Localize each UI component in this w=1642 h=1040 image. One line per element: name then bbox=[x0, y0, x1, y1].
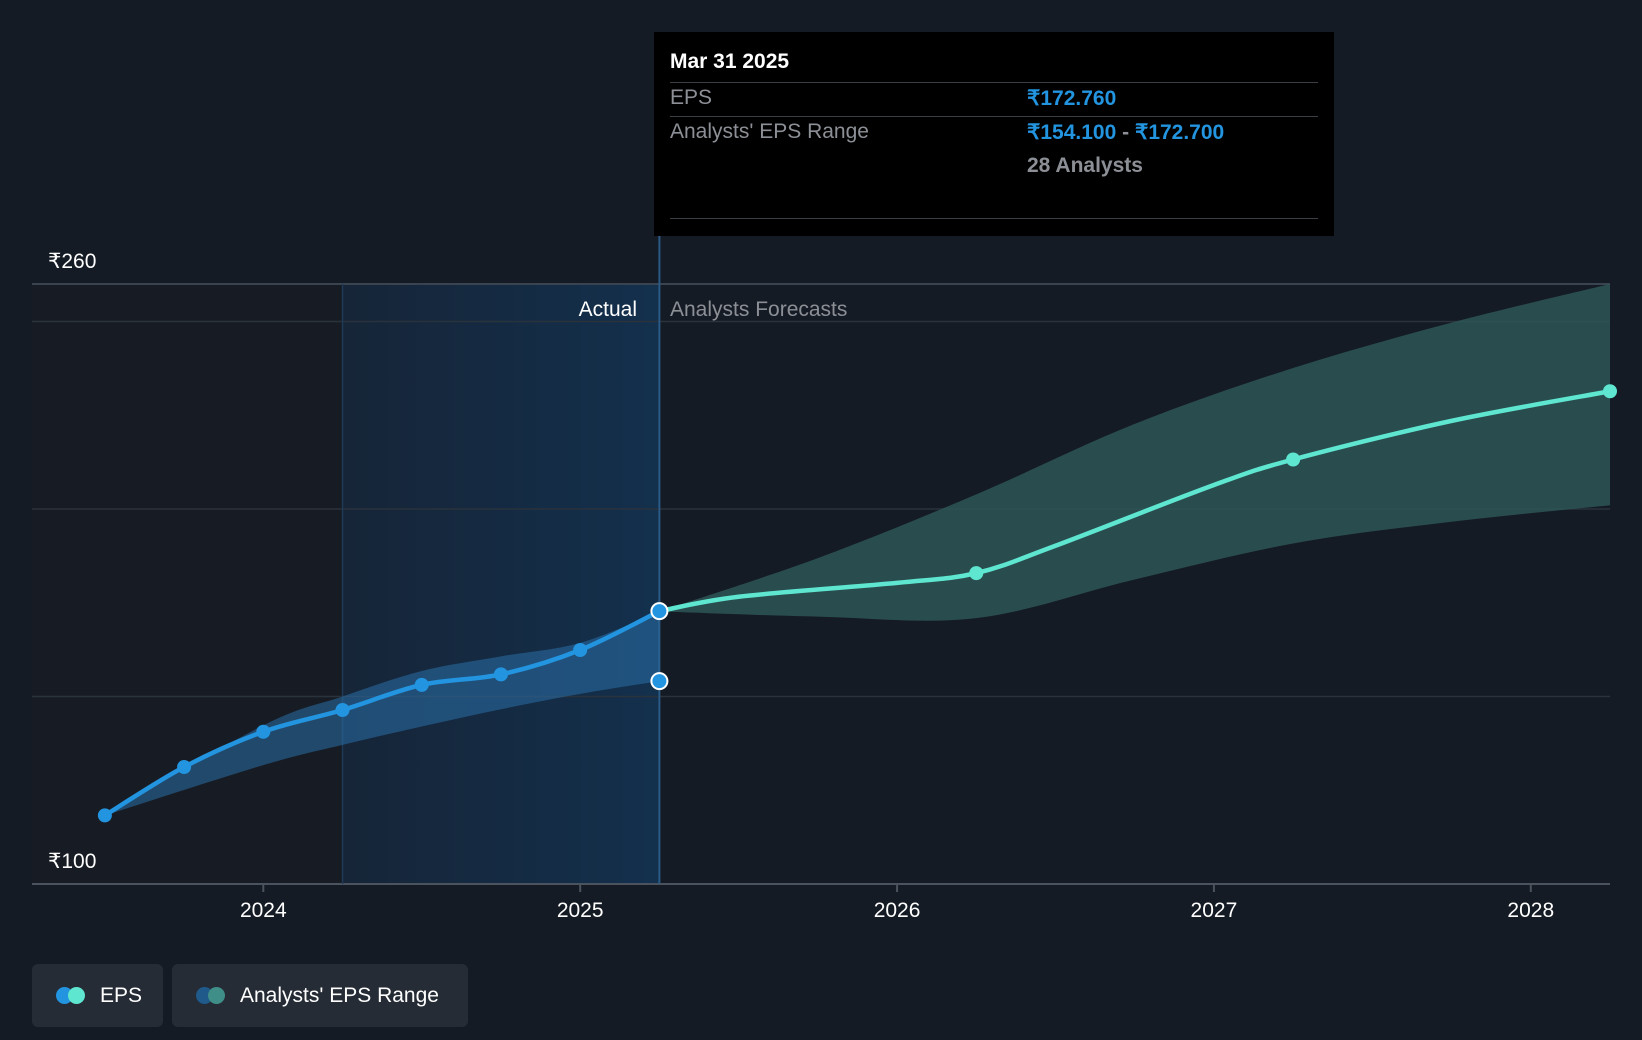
analysts-eps-range-actual bbox=[104, 611, 660, 816]
eps-point bbox=[493, 667, 508, 682]
eps-line-actual bbox=[102, 608, 662, 818]
eps-point bbox=[1603, 384, 1617, 399]
x-tick-label: 2024 bbox=[240, 899, 287, 922]
eps-lines bbox=[102, 389, 1613, 818]
tooltip-eps-row: EPS ₹172.760 bbox=[670, 86, 1318, 110]
x-tick-label: 2025 bbox=[557, 899, 604, 922]
pre-actual-background bbox=[32, 284, 343, 884]
x-tick-label: 2026 bbox=[874, 899, 921, 922]
eps-point bbox=[573, 643, 588, 657]
tooltip-range-low: ₹154.100 bbox=[1027, 121, 1117, 144]
legend-item-analysts-range[interactable]: Analysts' EPS Range bbox=[172, 964, 468, 1027]
eps-point bbox=[969, 566, 984, 581]
highlight-point bbox=[650, 602, 669, 621]
tooltip-separator bbox=[670, 116, 1318, 117]
x-tick-label: 2028 bbox=[1507, 899, 1554, 922]
tooltip-range-separator: - bbox=[1116, 121, 1135, 144]
legend-label-analysts-range: Analysts' EPS Range bbox=[240, 983, 439, 1007]
actual-section-label: Actual bbox=[579, 298, 637, 321]
data-tooltip: Mar 31 2025 EPS ₹172.760 Analysts' EPS R… bbox=[654, 32, 1334, 236]
eps-point bbox=[1286, 452, 1301, 467]
eps-point bbox=[177, 760, 192, 774]
y-tick-label-bottom: ₹100 bbox=[48, 850, 96, 873]
tooltip-eps-label: EPS bbox=[670, 86, 713, 109]
y-tick-label-top: ₹260 bbox=[48, 250, 96, 273]
analysts-eps-range-areas bbox=[104, 284, 1610, 816]
tooltip-range-value: ₹154.100 - ₹172.700 bbox=[1027, 120, 1224, 145]
tooltip-eps-value: ₹172.760 bbox=[1027, 87, 1117, 110]
eps-point bbox=[256, 724, 271, 739]
forecast-section-label: Analysts Forecasts bbox=[670, 298, 847, 321]
tooltip-separator bbox=[670, 82, 1318, 83]
eps-point bbox=[414, 677, 429, 692]
tooltip-analysts-count: 28 Analysts bbox=[1027, 154, 1143, 177]
analysts-eps-range-forecast bbox=[659, 284, 1610, 621]
x-tick-label: 2027 bbox=[1191, 899, 1238, 922]
actual-period-background bbox=[342, 284, 660, 884]
tooltip-range-label: Analysts' EPS Range bbox=[670, 120, 869, 143]
legend-item-eps[interactable]: EPS bbox=[32, 964, 163, 1027]
highlight-point bbox=[650, 672, 669, 691]
tooltip-separator bbox=[670, 218, 1318, 219]
eps-point bbox=[97, 808, 112, 823]
eps-markers bbox=[97, 384, 1617, 823]
legend-label-eps: EPS bbox=[100, 983, 143, 1007]
range-legend-icon bbox=[196, 986, 226, 1005]
eps-legend-icon bbox=[56, 986, 86, 1005]
eps-point bbox=[335, 703, 350, 717]
tooltip-date: Mar 31 2025 bbox=[670, 50, 790, 73]
tooltip-range-high: ₹172.700 bbox=[1134, 121, 1225, 144]
eps-line-forecast bbox=[657, 389, 1613, 614]
tooltip-range-row: Analysts' EPS Range ₹154.100 - ₹172.700 bbox=[670, 120, 1318, 144]
x-tick-labels: 2024 2025 2026 2027 2028 bbox=[240, 884, 1554, 922]
